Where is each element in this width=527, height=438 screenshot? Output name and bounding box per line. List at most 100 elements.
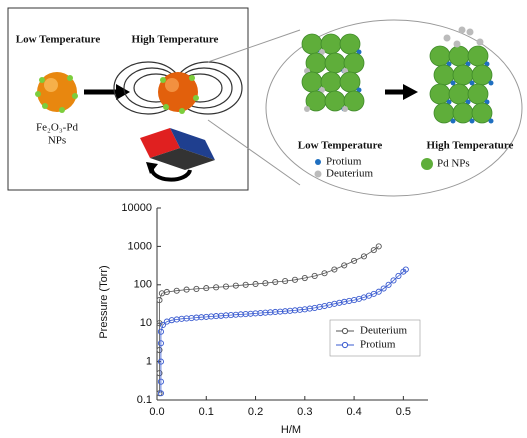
x-tick-label: 0.2: [248, 406, 263, 418]
data-point: [163, 288, 170, 296]
y-tick-label: 1000: [128, 240, 152, 252]
data-point: [291, 276, 299, 283]
data-point: [331, 266, 338, 273]
data-point: [311, 272, 318, 280]
data-point: [262, 280, 269, 287]
data-point: [395, 272, 402, 280]
high-temp-label: High Temperature: [427, 140, 514, 152]
data-point: [375, 288, 382, 295]
data-point: [157, 340, 164, 347]
data-point: [193, 285, 200, 292]
data-point: [157, 358, 164, 365]
chart: Pressure (Torr) H/M 0.1 1 10 100 1000 10000 0.…: [98, 202, 428, 436]
high-temp-label: High Temperature: [132, 34, 219, 46]
low-temp-label: Low Temperature: [16, 34, 101, 46]
data-point: [157, 328, 164, 335]
legend-label: Deuterium: [326, 168, 373, 180]
x-tick-label: 0.4: [346, 406, 361, 418]
pd-atom: [343, 90, 365, 112]
y-tick-label: 1: [146, 356, 152, 368]
d-atom: [443, 34, 451, 42]
d-atom: [304, 106, 310, 112]
legend-label: Protium: [360, 339, 396, 351]
data-point: [321, 270, 328, 277]
data-point: [380, 285, 387, 292]
data-point: [375, 243, 382, 250]
h-atom: [356, 87, 362, 93]
data-point: [272, 278, 279, 286]
x-tick-label: 0.3: [297, 406, 312, 418]
data-point: [203, 285, 210, 292]
y-tick-label: 10: [140, 317, 152, 329]
h-atom: [469, 118, 475, 124]
data-point: [213, 284, 220, 291]
particle-label: NPs: [48, 135, 66, 147]
data-point: [159, 321, 166, 329]
data-point: [222, 283, 230, 290]
zoom-lines: [207, 29, 301, 186]
arrow-head: [116, 84, 130, 100]
data-point: [183, 286, 190, 293]
x-tick-label: 0.5: [396, 406, 411, 418]
legend-label: Protium: [326, 156, 362, 168]
pd-atom: [471, 102, 493, 124]
h-atom: [465, 61, 471, 67]
rotate-arrow: [149, 167, 192, 182]
data-point: [157, 378, 164, 385]
data-point: [156, 297, 163, 304]
h-atom: [488, 80, 494, 86]
x-axis-label: H/M: [281, 424, 301, 436]
h-atom: [488, 118, 494, 124]
data-point: [351, 257, 358, 264]
data-point: [390, 277, 397, 284]
data-point: [385, 281, 392, 288]
legend-marker: [341, 327, 349, 335]
data-point: [370, 290, 377, 297]
data-point: [242, 281, 249, 288]
y-tick-label: 0.1: [137, 394, 152, 406]
arrow-head: [403, 84, 418, 100]
x-tick-label: 0.0: [149, 406, 164, 418]
legend-marker: [341, 341, 349, 349]
particle-hot: [158, 72, 199, 114]
d-atom: [476, 38, 484, 46]
legend-label: Deuterium: [360, 325, 407, 337]
data-point: [301, 274, 308, 282]
h-atom: [446, 61, 452, 67]
h-atom: [446, 99, 452, 105]
legend-dot: [315, 159, 321, 165]
y-tick-label: 100: [134, 279, 152, 291]
rotate-arrow-head: [146, 162, 158, 174]
lattice: [301, 26, 494, 124]
h-atom: [356, 49, 362, 55]
particle-cold: [35, 72, 78, 113]
d-atom: [453, 40, 461, 48]
particle-label: Fe₂O₃-Pd: [36, 122, 78, 134]
legend-box: [329, 319, 421, 357]
h-atom: [484, 99, 490, 105]
h-atom: [450, 80, 456, 86]
x-tick-label: 0.1: [199, 406, 214, 418]
d-atom: [466, 28, 474, 36]
data-point: [157, 390, 164, 397]
data-point: [370, 247, 377, 254]
d-atom: [342, 106, 348, 112]
data-point: [341, 262, 348, 269]
legend-dot: [421, 158, 433, 170]
h-atom: [484, 61, 490, 67]
legend-dot: [314, 170, 322, 178]
h-atom: [465, 99, 471, 105]
y-axis-label: Pressure (Torr): [98, 265, 110, 338]
data-point: [282, 278, 289, 285]
data-point: [156, 370, 163, 377]
magnet: [140, 128, 215, 170]
data-point: [156, 320, 163, 327]
d-atom: [319, 87, 325, 93]
d-atom: [319, 49, 325, 55]
h-atom: [469, 80, 475, 86]
legend-label: Pd NPs: [437, 158, 470, 170]
data-point: [402, 266, 409, 273]
d-atom: [458, 26, 466, 34]
data-point: [360, 253, 367, 260]
